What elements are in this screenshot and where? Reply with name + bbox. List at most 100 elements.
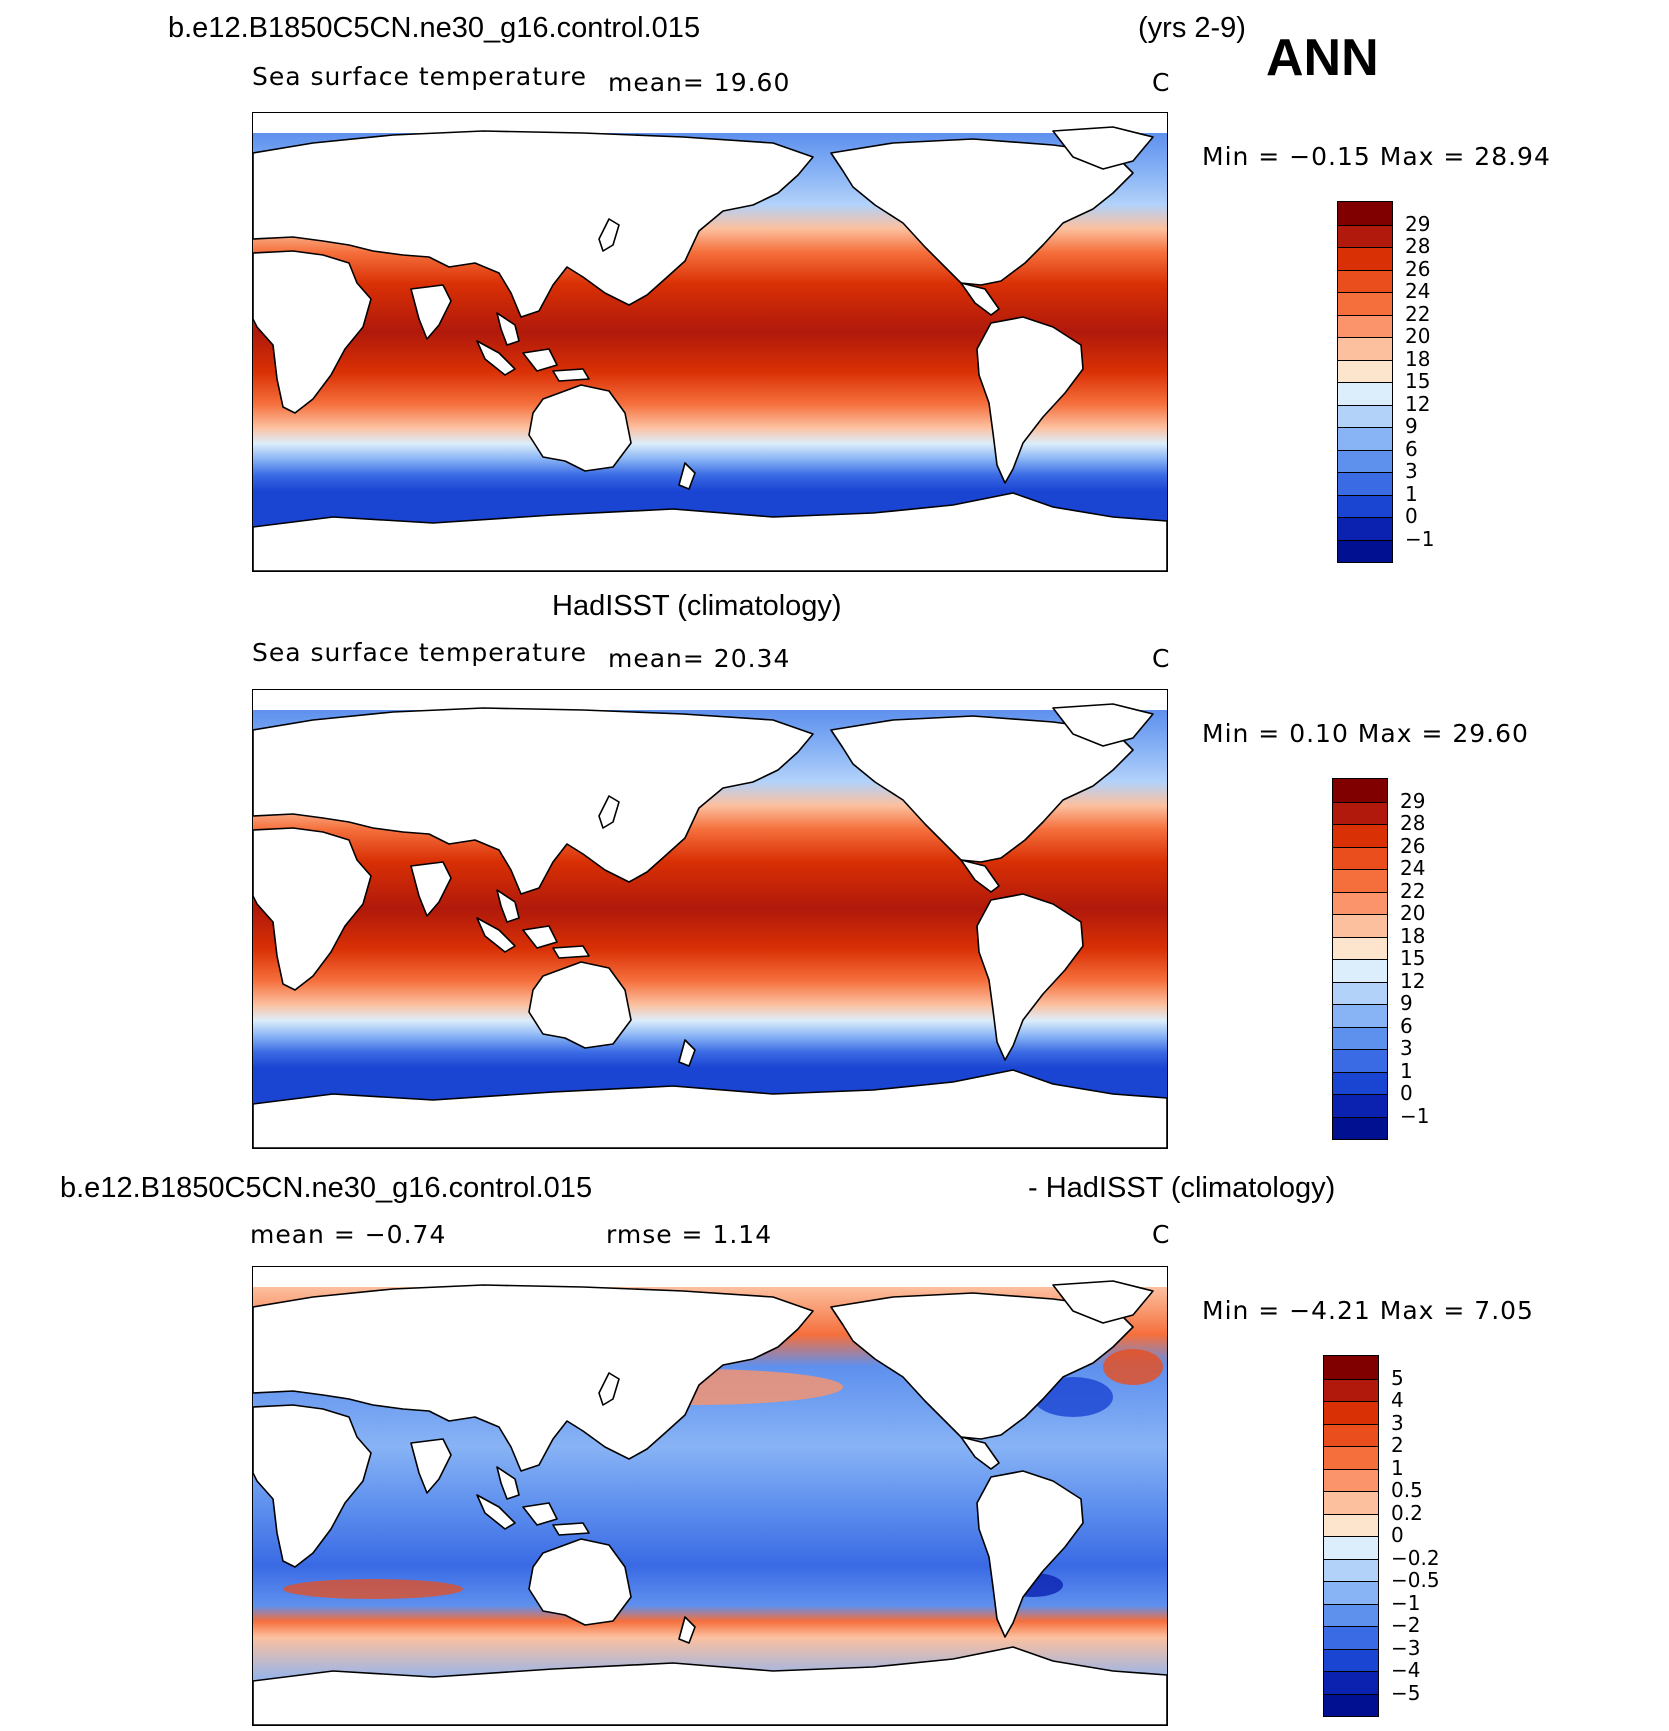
panel3-rmse: rmse = 1.14 <box>606 1220 773 1249</box>
colorbar-tick-label: 5 <box>1391 1365 1404 1390</box>
season-label: ANN <box>1266 29 1379 87</box>
colorbar-swatch <box>1333 936 1387 959</box>
panel3-map <box>252 1266 1168 1726</box>
colorbar-swatch <box>1324 1671 1378 1694</box>
panel3-minmax: Min = −4.21 Max = 7.05 <box>1202 1296 1534 1325</box>
colorbar-tick-label: −1 <box>1405 526 1435 551</box>
colorbar-swatch <box>1333 869 1387 892</box>
colorbar-tick-label: 1 <box>1400 1058 1413 1083</box>
colorbar-swatch <box>1338 314 1392 337</box>
colorbar-swatch <box>1324 1446 1378 1469</box>
panel2-title: HadISST (climatology) <box>552 590 842 622</box>
colorbar-swatch <box>1333 801 1387 824</box>
colorbar-tick-label: 3 <box>1400 1036 1413 1060</box>
colorbar-swatch <box>1333 1116 1387 1139</box>
panel3-title-right: - HadISST (climatology) <box>1028 1172 1336 1204</box>
colorbar-swatch <box>1338 449 1392 472</box>
panel3-units: C <box>1152 1220 1171 1249</box>
colorbar-tick-label: 6 <box>1400 1013 1413 1038</box>
colorbar-tick-label: 26 <box>1405 256 1431 281</box>
panel1-minmax: Min = −0.15 Max = 28.94 <box>1202 142 1551 171</box>
colorbar-tick-label: 1 <box>1391 1455 1404 1480</box>
colorbar-swatch <box>1338 427 1392 450</box>
colorbar-tick-label: 24 <box>1400 856 1426 880</box>
colorbar-tick-label: 28 <box>1405 234 1431 258</box>
colorbar-swatch <box>1338 517 1392 540</box>
colorbar-swatch <box>1324 1401 1378 1424</box>
colorbar-tick-label: 3 <box>1391 1410 1404 1435</box>
colorbar-tick-label: −5 <box>1391 1680 1421 1705</box>
colorbar-tick-label: 18 <box>1400 923 1426 948</box>
colorbar-tick-label: 1 <box>1405 481 1418 506</box>
colorbar-tick-label: 26 <box>1400 833 1426 858</box>
colorbar-swatch <box>1333 1094 1387 1117</box>
colorbar-tick-label: −1 <box>1400 1103 1430 1128</box>
colorbar-swatch <box>1338 202 1392 225</box>
panel2-mean: mean= 20.34 <box>608 644 791 673</box>
colorbar-swatch <box>1338 269 1392 292</box>
colorbar-swatch <box>1333 824 1387 847</box>
colorbar-tick-label: 3 <box>1405 459 1418 483</box>
colorbar-swatch <box>1324 1356 1378 1379</box>
years-label: (yrs 2-9) <box>1138 12 1246 44</box>
colorbar-swatch <box>1338 359 1392 382</box>
colorbar-tick-label: 0 <box>1400 1081 1413 1105</box>
colorbar-tick-label: 29 <box>1400 788 1426 813</box>
colorbar-swatch <box>1333 846 1387 869</box>
colorbar-tick-label: −2 <box>1391 1613 1421 1637</box>
colorbar-swatch <box>1338 247 1392 270</box>
colorbar-swatch <box>1338 404 1392 427</box>
panel1-units: C <box>1152 68 1171 97</box>
colorbar-swatch <box>1338 494 1392 517</box>
colorbar-swatch <box>1324 1581 1378 1604</box>
colorbar-tick-label: −0.2 <box>1391 1545 1440 1570</box>
colorbar-tick-label: 24 <box>1405 279 1431 303</box>
colorbar-swatch <box>1324 1603 1378 1626</box>
case-title: b.e12.B1850C5CN.ne30_g16.control.015 <box>168 12 701 44</box>
panel1-colorbar <box>1337 201 1393 563</box>
colorbar-swatch <box>1333 1004 1387 1027</box>
colorbar-tick-label: 12 <box>1405 391 1431 416</box>
colorbar-tick-label: −0.5 <box>1391 1568 1440 1592</box>
colorbar-swatch <box>1324 1693 1378 1716</box>
colorbar-tick-label: 0.2 <box>1391 1500 1423 1525</box>
colorbar-tick-label: 0.5 <box>1391 1478 1423 1502</box>
colorbar-swatch <box>1338 382 1392 405</box>
panel2-units: C <box>1152 644 1171 673</box>
colorbar-swatch <box>1324 1536 1378 1559</box>
colorbar-swatch <box>1324 1648 1378 1671</box>
colorbar-tick-label: 0 <box>1391 1523 1404 1547</box>
panel2-colorbar <box>1332 778 1388 1140</box>
colorbar-tick-label: 15 <box>1400 946 1426 970</box>
colorbar-tick-label: 9 <box>1405 414 1418 438</box>
colorbar-tick-label: 20 <box>1400 901 1426 925</box>
colorbar-tick-label: −3 <box>1391 1635 1421 1660</box>
panel1-variable: Sea surface temperature <box>252 62 587 91</box>
colorbar-swatch <box>1333 891 1387 914</box>
panel3-mean: mean = −0.74 <box>250 1220 447 1249</box>
colorbar-swatch <box>1333 1049 1387 1072</box>
colorbar-swatch <box>1324 1423 1378 1446</box>
colorbar-swatch <box>1333 779 1387 802</box>
colorbar-tick-label: 0 <box>1405 504 1418 528</box>
colorbar-tick-label: 29 <box>1405 211 1431 236</box>
colorbar-tick-label: 15 <box>1405 369 1431 393</box>
colorbar-swatch <box>1338 472 1392 495</box>
colorbar-swatch <box>1338 337 1392 360</box>
colorbar-swatch <box>1333 981 1387 1004</box>
panel2-minmax: Min = 0.10 Max = 29.60 <box>1202 719 1529 748</box>
colorbar-swatch <box>1324 1378 1378 1401</box>
colorbar-swatch <box>1324 1558 1378 1581</box>
colorbar-tick-label: 28 <box>1400 811 1426 835</box>
colorbar-swatch <box>1338 539 1392 562</box>
colorbar-swatch <box>1324 1491 1378 1514</box>
colorbar-swatch <box>1338 292 1392 315</box>
colorbar-swatch <box>1333 959 1387 982</box>
colorbar-swatch <box>1338 224 1392 247</box>
colorbar-tick-label: 22 <box>1405 301 1431 326</box>
colorbar-tick-label: 9 <box>1400 991 1413 1015</box>
colorbar-swatch <box>1333 914 1387 937</box>
colorbar-swatch <box>1333 1026 1387 1049</box>
panel3-title-left: b.e12.B1850C5CN.ne30_g16.control.015 <box>60 1172 593 1204</box>
colorbar-tick-label: 2 <box>1391 1433 1404 1457</box>
